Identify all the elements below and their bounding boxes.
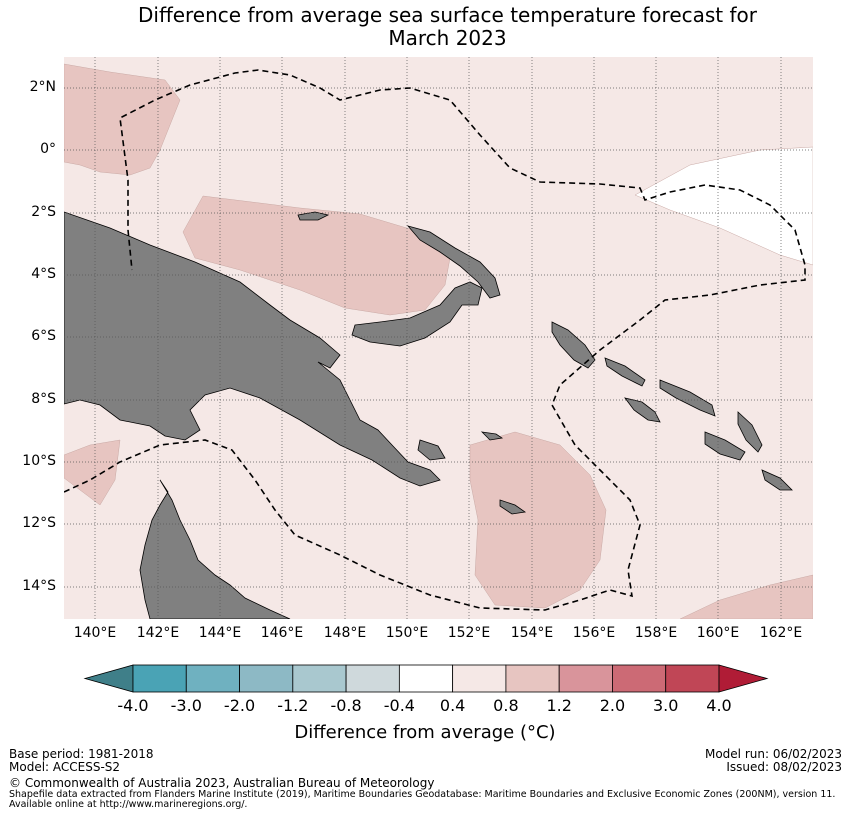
colorbar-segment [452,664,507,693]
colorbar-label: Difference from average (°C) [294,722,556,743]
lat-tick-14S: 14°S [22,578,56,594]
colorbar-segment [558,664,613,693]
lon-tick-156E: 156°E [572,625,616,641]
colorbar-tick: -4.0 [117,696,149,715]
land-santa-isabel [659,379,716,417]
colorbar-segment [398,664,454,693]
lon-tick-162E: 162°E [759,625,803,641]
colorbar-tick: -0.8 [330,696,362,715]
land-guadalcanal [704,431,746,461]
colorbar-segment [292,664,347,693]
colorbar-tick: 2.0 [599,696,626,715]
lat-tick-4S: 4°S [31,266,56,282]
land-woodlark [480,431,504,441]
lon-tick-142E: 142°E [136,625,180,641]
lat-tick-10S: 10°S [22,453,56,469]
shapefile-credit-line-1: Shapefile data extracted from Flanders M… [9,789,836,800]
colorbar-tick: 0.4 [439,696,466,715]
lon-tick-144E: 144°E [198,625,242,641]
land-dentrecasteaux [417,439,446,461]
colorbar-segment [132,664,187,693]
land-new-britain [351,281,483,347]
colorbar-tick: 4.0 [706,696,732,715]
lon-tick-154E: 154°E [510,625,554,641]
near-normal-region-east [634,146,813,266]
land-makira [761,469,793,491]
lon-tick-140E: 140°E [73,625,117,641]
colorbar-tick: -0.4 [383,696,415,715]
shapefile-credit-line-2: Available online at http://www.marinereg… [9,799,248,810]
title-line-2: March 2023 [388,26,507,50]
land-new-georgia [624,397,661,423]
colorbar-tick: 1.2 [546,696,572,715]
colorbar-segment [345,664,400,693]
colorbar-segment [505,664,560,693]
colorbar-tick: 3.0 [652,696,679,715]
colorbar-arrow-high [718,664,769,693]
lon-tick-158E: 158°E [634,625,678,641]
colorbar-tick: -1.2 [277,696,309,715]
lon-tick-146E: 146°E [260,625,304,641]
land-choiseul [604,357,646,387]
colorbar-segments [83,664,769,693]
colorbar-arrow-low [83,664,134,693]
colorbar-tick: 0.8 [493,696,519,715]
land-louisiade [499,499,527,515]
colorbar-tick: -2.0 [223,696,256,715]
lat-tick-2N: 2°N [29,79,56,95]
lon-tick-150E: 150°E [385,625,429,641]
anomaly-patch-northwest [64,63,181,176]
land-malaita [737,411,763,453]
chart-title: Difference from average sea surface temp… [0,4,850,50]
colorbar-tick: -3.0 [170,696,202,715]
land-cape-york [139,479,291,619]
lat-tick-12S: 12°S [22,515,56,531]
land-new-ireland [406,225,501,299]
anomaly-patch-bismarck-sea [182,195,451,316]
colorbar-segment [239,664,294,693]
copyright-notice: © Commonwealth of Australia 2023, Austra… [9,776,435,790]
sst-anomaly-map [64,57,813,619]
lat-tick-0: 0° [40,141,56,157]
issued-date: Issued: 08/02/2023 [726,760,842,774]
lat-tick-2S: 2°S [31,204,56,220]
land-bougainville [551,321,596,369]
anomaly-patch-southeast [679,574,813,619]
model-run-date: Model run: 06/02/2023 [704,747,842,761]
model-name: Model: ACCESS-S2 [9,760,121,774]
colorbar-segment [612,664,667,693]
graticule [64,57,813,619]
title-line-1: Difference from average sea surface temp… [137,3,757,27]
lat-tick-6S: 6°S [31,328,56,344]
colorbar-segment [185,664,240,693]
lon-tick-152E: 152°E [447,625,491,641]
lon-tick-160E: 160°E [696,625,740,641]
eez-boundary [64,69,806,611]
base-period: Base period: 1981-2018 [9,747,154,761]
lat-tick-8S: 8°S [31,391,56,407]
colorbar-segment [665,664,720,693]
lon-tick-148E: 148°E [323,625,367,641]
anomaly-patch-coral-sea [469,431,607,609]
land-manus-island [297,211,330,221]
